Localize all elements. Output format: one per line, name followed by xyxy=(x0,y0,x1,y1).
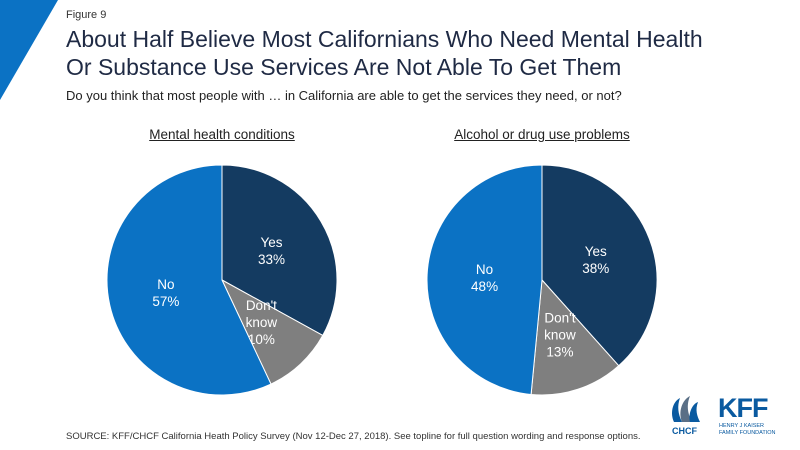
chcf-logo: CHCF xyxy=(664,392,708,440)
kff-logo: KFF HENRY J KAISER FAMILY FOUNDATION xyxy=(718,394,778,440)
pie-label-substance-use-no: No 48% xyxy=(471,262,498,294)
pie-chart-substance-use: Yes 38% Don't know 13% No 48% xyxy=(426,164,658,396)
pie-label-substance-use-yes: Yes 38% xyxy=(582,244,609,276)
pie-label-mental-health-no: No 57% xyxy=(152,277,179,309)
pie-slice-mental-health-dont-know xyxy=(220,278,324,385)
pie-slice-substance-use-yes xyxy=(541,164,658,367)
pie-title-substance-use: Alcohol or drug use problems xyxy=(454,127,630,142)
chart-title: About Half Believe Most Californians Who… xyxy=(66,25,786,81)
title-line-1: About Half Believe Most Californians Who… xyxy=(66,26,703,52)
chcf-logo-mark-icon xyxy=(672,396,700,422)
pie-slice-mental-health-no xyxy=(106,164,272,396)
kff-logo-subtext-line-1: HENRY J KAISER xyxy=(719,423,765,429)
kff-logo-subtext-line-2: FAMILY FOUNDATION xyxy=(719,429,776,436)
pie-label-mental-health-yes: Yes 33% xyxy=(258,235,285,267)
pie-slice-mental-health-yes xyxy=(221,164,338,337)
pie-label-substance-use-dont-know: Don't know 13% xyxy=(544,311,576,360)
kff-logo-text: KFF xyxy=(718,393,768,423)
corner-accent xyxy=(0,0,58,100)
pie-label-mental-health-dont-know: Don't know 10% xyxy=(246,298,278,347)
pie-slice-substance-use-dont-know xyxy=(530,278,620,396)
figure-label: Figure 9 xyxy=(66,9,107,21)
pie-slice-substance-use-no xyxy=(426,164,543,396)
chcf-logo-text: CHCF xyxy=(672,426,697,436)
pie-chart-mental-health: Yes 33% Don't know 10% No 57% xyxy=(106,164,338,396)
survey-question: Do you think that most people with … in … xyxy=(66,88,622,103)
source-note: SOURCE: KFF/CHCF California Heath Policy… xyxy=(66,431,641,442)
kff-logo-subtext: HENRY J KAISER FAMILY FOUNDATION xyxy=(719,423,781,436)
pie-title-mental-health: Mental health conditions xyxy=(149,127,295,142)
title-line-2: Or Substance Use Services Are Not Able T… xyxy=(66,54,622,80)
